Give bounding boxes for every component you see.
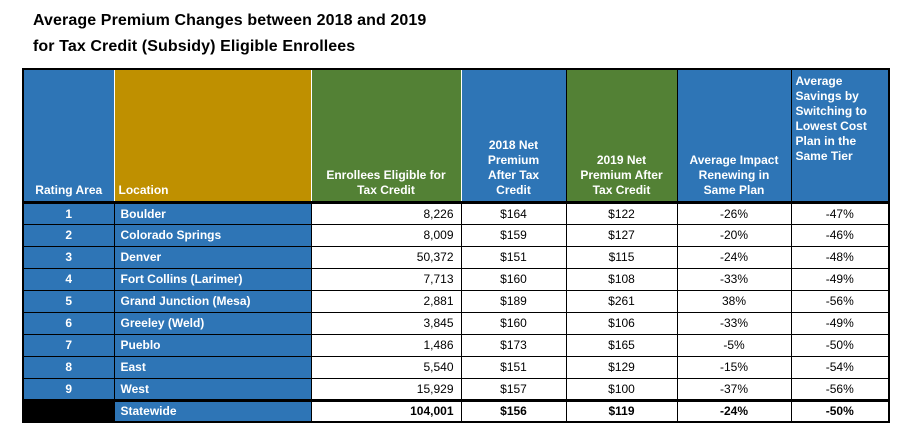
cell-avg-impact: -24% xyxy=(676,398,792,423)
cell-location: Pueblo xyxy=(113,333,312,357)
cell-rating-area: 5 xyxy=(22,289,115,313)
table-row: 9 West 15,929 $157 $100 -37% -56% xyxy=(22,377,890,401)
title-line-2: for Tax Credit (Subsidy) Eligible Enroll… xyxy=(33,38,356,55)
cell-2019-premium: $129 xyxy=(565,355,678,379)
cell-location: Colorado Springs xyxy=(113,223,312,247)
col-header-enrollees: Enrollees Eligible for Tax Credit xyxy=(310,69,461,204)
cell-avg-savings: -48% xyxy=(790,245,890,269)
table-body: 1 Boulder 8,226 $164 $122 -26% -47% 2 Colorado S… xyxy=(22,201,890,423)
table-row: 5 Grand Junction (Mesa) 2,881 $189 $261 38% -5… xyxy=(22,289,890,313)
col-header-avg-impact: Average Impact Renewing in Same Plan xyxy=(676,69,791,204)
cell-location: West xyxy=(113,377,312,401)
premium-changes-table: Rating Area Location Enrollees Eligible … xyxy=(22,68,890,423)
cell-avg-savings: -50% xyxy=(790,398,890,423)
cell-enrollees: 3,845 xyxy=(310,311,462,335)
cell-2019-premium: $106 xyxy=(565,311,678,335)
cell-avg-savings: -47% xyxy=(790,201,890,225)
table-row: 3 Denver 50,372 $151 $115 -24% -48% xyxy=(22,245,890,269)
cell-avg-impact: 38% xyxy=(676,289,792,313)
cell-2019-premium: $122 xyxy=(565,201,678,225)
cell-enrollees: 7,713 xyxy=(310,267,462,291)
cell-enrollees: 104,001 xyxy=(310,398,462,423)
cell-enrollees: 5,540 xyxy=(310,355,462,379)
cell-rating-area xyxy=(22,398,115,423)
title-line-1: Average Premium Changes between 2018 and… xyxy=(33,12,427,29)
cell-avg-impact: -33% xyxy=(676,311,792,335)
cell-rating-area: 4 xyxy=(22,267,115,291)
cell-2018-premium: $157 xyxy=(460,377,567,401)
cell-rating-area: 2 xyxy=(22,223,115,247)
cell-avg-impact: -26% xyxy=(676,201,792,225)
cell-rating-area: 6 xyxy=(22,311,115,335)
col-header-2019-premium: 2019 Net Premium After Tax Credit xyxy=(565,69,677,204)
cell-2019-premium: $127 xyxy=(565,223,678,247)
cell-avg-savings: -54% xyxy=(790,355,890,379)
cell-avg-savings: -56% xyxy=(790,289,890,313)
cell-rating-area: 3 xyxy=(22,245,115,269)
cell-2018-premium: $160 xyxy=(460,267,567,291)
cell-enrollees: 50,372 xyxy=(310,245,462,269)
cell-avg-impact: -33% xyxy=(676,267,792,291)
cell-enrollees: 2,881 xyxy=(310,289,462,313)
table-row: Statewide 104,001 $156 $119 -24% -50% xyxy=(22,398,890,423)
cell-location: East xyxy=(113,355,312,379)
cell-avg-savings: -49% xyxy=(790,311,890,335)
header-row: Rating Area Location Enrollees Eligible … xyxy=(23,69,889,204)
cell-rating-area: 1 xyxy=(22,201,115,225)
cell-avg-impact: -24% xyxy=(676,245,792,269)
cell-avg-savings: -50% xyxy=(790,333,890,357)
cell-location: Denver xyxy=(113,245,312,269)
cell-2019-premium: $165 xyxy=(565,333,678,357)
cell-2018-premium: $159 xyxy=(460,223,567,247)
cell-location: Greeley (Weld) xyxy=(113,311,312,335)
col-header-2018-premium: 2018 Net Premium After Tax Credit xyxy=(460,69,566,204)
cell-enrollees: 8,009 xyxy=(310,223,462,247)
cell-2019-premium: $100 xyxy=(565,377,678,401)
cell-location: Fort Collins (Larimer) xyxy=(113,267,312,291)
cell-avg-savings: -49% xyxy=(790,267,890,291)
cell-2018-premium: $173 xyxy=(460,333,567,357)
cell-2019-premium: $108 xyxy=(565,267,678,291)
cell-2018-premium: $151 xyxy=(460,355,567,379)
cell-2019-premium: $115 xyxy=(565,245,678,269)
table-row: 4 Fort Collins (Larimer) 7,713 $160 $108 -33%… xyxy=(22,267,890,291)
cell-avg-savings: -46% xyxy=(790,223,890,247)
cell-rating-area: 8 xyxy=(22,355,115,379)
cell-location: Boulder xyxy=(113,201,312,225)
col-header-rating-area: Rating Area xyxy=(23,69,114,204)
cell-avg-savings: -56% xyxy=(790,377,890,401)
cell-enrollees: 15,929 xyxy=(310,377,462,401)
cell-location: Grand Junction (Mesa) xyxy=(113,289,312,313)
cell-2019-premium: $261 xyxy=(565,289,678,313)
cell-enrollees: 1,486 xyxy=(310,333,462,357)
cell-avg-impact: -20% xyxy=(676,223,792,247)
cell-2018-premium: $156 xyxy=(460,398,567,423)
cell-2018-premium: $160 xyxy=(460,311,567,335)
cell-rating-area: 9 xyxy=(22,377,115,401)
cell-location: Statewide xyxy=(113,398,312,423)
cell-2018-premium: $164 xyxy=(460,201,567,225)
cell-rating-area: 7 xyxy=(22,333,115,357)
cell-2018-premium: $189 xyxy=(460,289,567,313)
table-row: 7 Pueblo 1,486 $173 $165 -5% -50% xyxy=(22,333,890,357)
table-row: 6 Greeley (Weld) 3,845 $160 $106 -33% -49% xyxy=(22,311,890,335)
page-title: Average Premium Changes between 2018 and… xyxy=(33,8,426,60)
col-header-avg-savings: Average Savings by Switching to Lowest C… xyxy=(790,69,889,204)
col-header-location: Location xyxy=(113,69,311,204)
cell-2019-premium: $119 xyxy=(565,398,678,423)
cell-2018-premium: $151 xyxy=(460,245,567,269)
cell-enrollees: 8,226 xyxy=(310,201,462,225)
cell-avg-impact: -37% xyxy=(676,377,792,401)
table-row: 1 Boulder 8,226 $164 $122 -26% -47% xyxy=(22,201,890,225)
table-row: 2 Colorado Springs 8,009 $159 $127 -20% -46% xyxy=(22,223,890,247)
cell-avg-impact: -15% xyxy=(676,355,792,379)
cell-avg-impact: -5% xyxy=(676,333,792,357)
table-row: 8 East 5,540 $151 $129 -15% -54% xyxy=(22,355,890,379)
